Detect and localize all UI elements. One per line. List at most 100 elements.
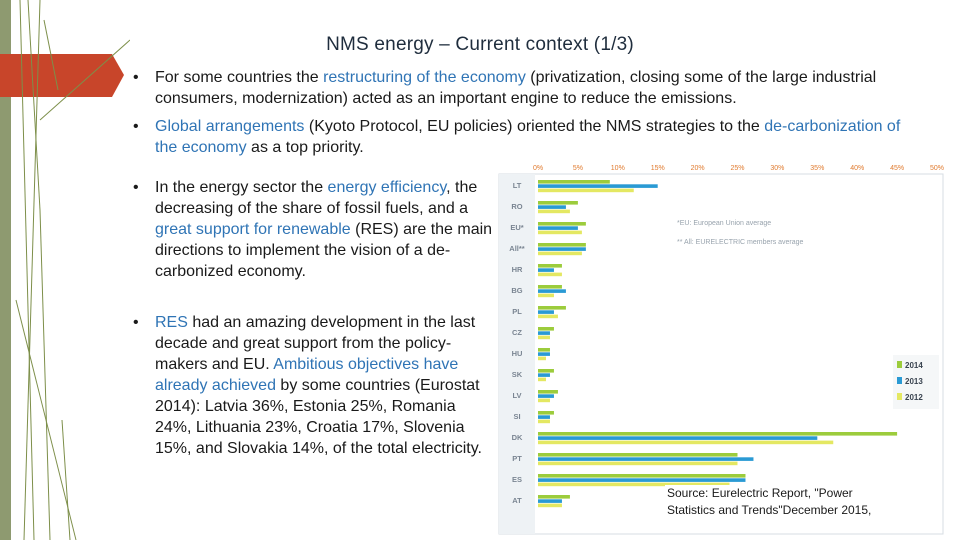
category-label: AT	[512, 496, 522, 505]
bar-2013	[538, 478, 746, 482]
bar-2012	[538, 251, 582, 256]
bar-2013	[538, 499, 562, 503]
bullet-2-highlight: Global arrangements	[155, 118, 305, 135]
bar-2014	[538, 264, 562, 268]
bar-2013	[538, 184, 658, 188]
bullet-1-text: For some countries the	[155, 69, 324, 86]
bar-2013	[538, 247, 586, 251]
category-label: PL	[512, 307, 522, 316]
bar-2014	[538, 453, 738, 457]
bar-2013	[538, 457, 754, 461]
bar-2012	[538, 335, 550, 340]
bullet-dot: •	[133, 118, 139, 135]
bar-2013	[538, 373, 550, 377]
x-tick-label: 5%	[573, 165, 583, 172]
bullet-1: • For some countries the restructuring o…	[133, 67, 915, 109]
bar-2012	[538, 419, 550, 424]
bar-2013	[538, 268, 554, 272]
deco-line-2	[19, 0, 35, 540]
bar-2012	[538, 398, 550, 403]
bar-2014	[538, 306, 566, 310]
bar-2014	[538, 495, 570, 499]
bullet-4-highlight: RES	[155, 314, 188, 331]
bar-2012	[538, 482, 730, 487]
bullet-3-text-3: (RES) are the main directions to impleme…	[155, 221, 493, 280]
legend-swatch	[897, 393, 902, 400]
bar-2014	[538, 411, 554, 415]
legend-label: 2013	[905, 377, 923, 386]
category-label: PT	[512, 454, 522, 463]
bar-2013	[538, 415, 550, 419]
bullet-dot: •	[133, 314, 139, 331]
bullet-3: • In the energy sector the energy effici…	[133, 177, 493, 282]
bar-2012	[538, 230, 582, 235]
x-tick-label: 30%	[770, 165, 784, 172]
bar-2013	[538, 310, 554, 314]
bar-2013	[538, 289, 566, 293]
bar-2013	[538, 205, 566, 209]
category-label: BG	[511, 286, 522, 295]
bullet-4-highlight-2: Ambitious objectives have already achiev…	[155, 356, 459, 394]
deco-line-6	[39, 39, 130, 121]
source-note: Source: Eurelectric Report, "Power Stati…	[665, 485, 874, 519]
category-label: All**	[509, 244, 525, 253]
res-share-bar-chart: 0% 5% 10% 15% 20% 25% 30% 35% 40% 45% 50% LT RO EU* Al…	[497, 162, 945, 536]
x-tick-label: 15%	[651, 165, 665, 172]
bar-2013	[538, 331, 550, 335]
deco-line-7	[43, 19, 59, 91]
category-label: EU*	[510, 223, 523, 232]
bar-2013	[538, 394, 554, 398]
legend-label: 2014	[905, 361, 923, 370]
bar-2014	[538, 369, 554, 373]
bar-2012	[538, 314, 558, 319]
bullet-2: • Global arrangements (Kyoto Protocol, E…	[133, 116, 925, 158]
bar-2012	[538, 461, 738, 466]
bullet-3-text: In the energy sector the	[155, 179, 328, 196]
deco-line-4	[27, 0, 41, 211]
category-column	[499, 174, 535, 534]
category-label: HR	[512, 265, 523, 274]
bullet-4: • RES had an amazing development in the …	[133, 312, 493, 459]
deco-line-8	[61, 419, 71, 540]
x-tick-label: 50%	[930, 165, 944, 172]
slide-title: NMS energy – Current context (1/3)	[326, 34, 634, 55]
legend-swatch	[897, 361, 902, 368]
accent-arrow	[112, 54, 124, 97]
x-tick-label: 45%	[890, 165, 904, 172]
bar-2014	[538, 180, 610, 184]
bar-2014	[538, 327, 554, 331]
bar-2012	[538, 377, 546, 382]
bullet-4-text-2: by some countries (Eurostat 2014): Latvi…	[155, 377, 482, 457]
bullet-3-highlight-2: great support for renewable	[155, 221, 351, 238]
bar-2012	[538, 272, 562, 277]
bullet-3-text-2: , the decreasing of the share of fossil …	[155, 179, 478, 217]
bar-2014	[538, 390, 558, 394]
category-label: SK	[512, 370, 523, 379]
category-label: DK	[512, 433, 523, 442]
category-label: LT	[513, 181, 522, 190]
x-tick-label: 35%	[810, 165, 824, 172]
chart-annotation: ** All: EURELECTRIC members average	[677, 239, 804, 246]
source-line-2: Statistics and Trends"December 2015,	[667, 503, 872, 517]
x-tick-label: 40%	[850, 165, 864, 172]
bar-2014	[538, 348, 550, 352]
bullet-2-text-2: as a top priority.	[246, 139, 364, 156]
bar-2013	[538, 226, 578, 230]
bar-2014	[538, 432, 898, 436]
deco-line-3	[39, 209, 51, 540]
legend-swatch	[897, 377, 902, 384]
chart-annotation: *EU: European Union average	[677, 220, 771, 227]
bar-2014	[538, 474, 746, 478]
slide-decoration	[0, 0, 130, 540]
bullet-2-text: (Kyoto Protocol, EU policies) oriented t…	[304, 118, 765, 135]
bar-2014	[538, 222, 586, 226]
bullet-dot: •	[133, 69, 139, 86]
bullet-3-highlight: energy efficiency	[327, 179, 447, 196]
accent-bar	[0, 54, 112, 97]
bar-2014	[538, 243, 586, 247]
bar-2014	[538, 285, 562, 289]
bullet-2-highlight-2: de-carbonization of the economy	[155, 118, 901, 156]
bullet-1-highlight: restructuring of the economy	[323, 69, 526, 86]
bar-2012	[538, 356, 546, 361]
category-label: HU	[512, 349, 523, 358]
